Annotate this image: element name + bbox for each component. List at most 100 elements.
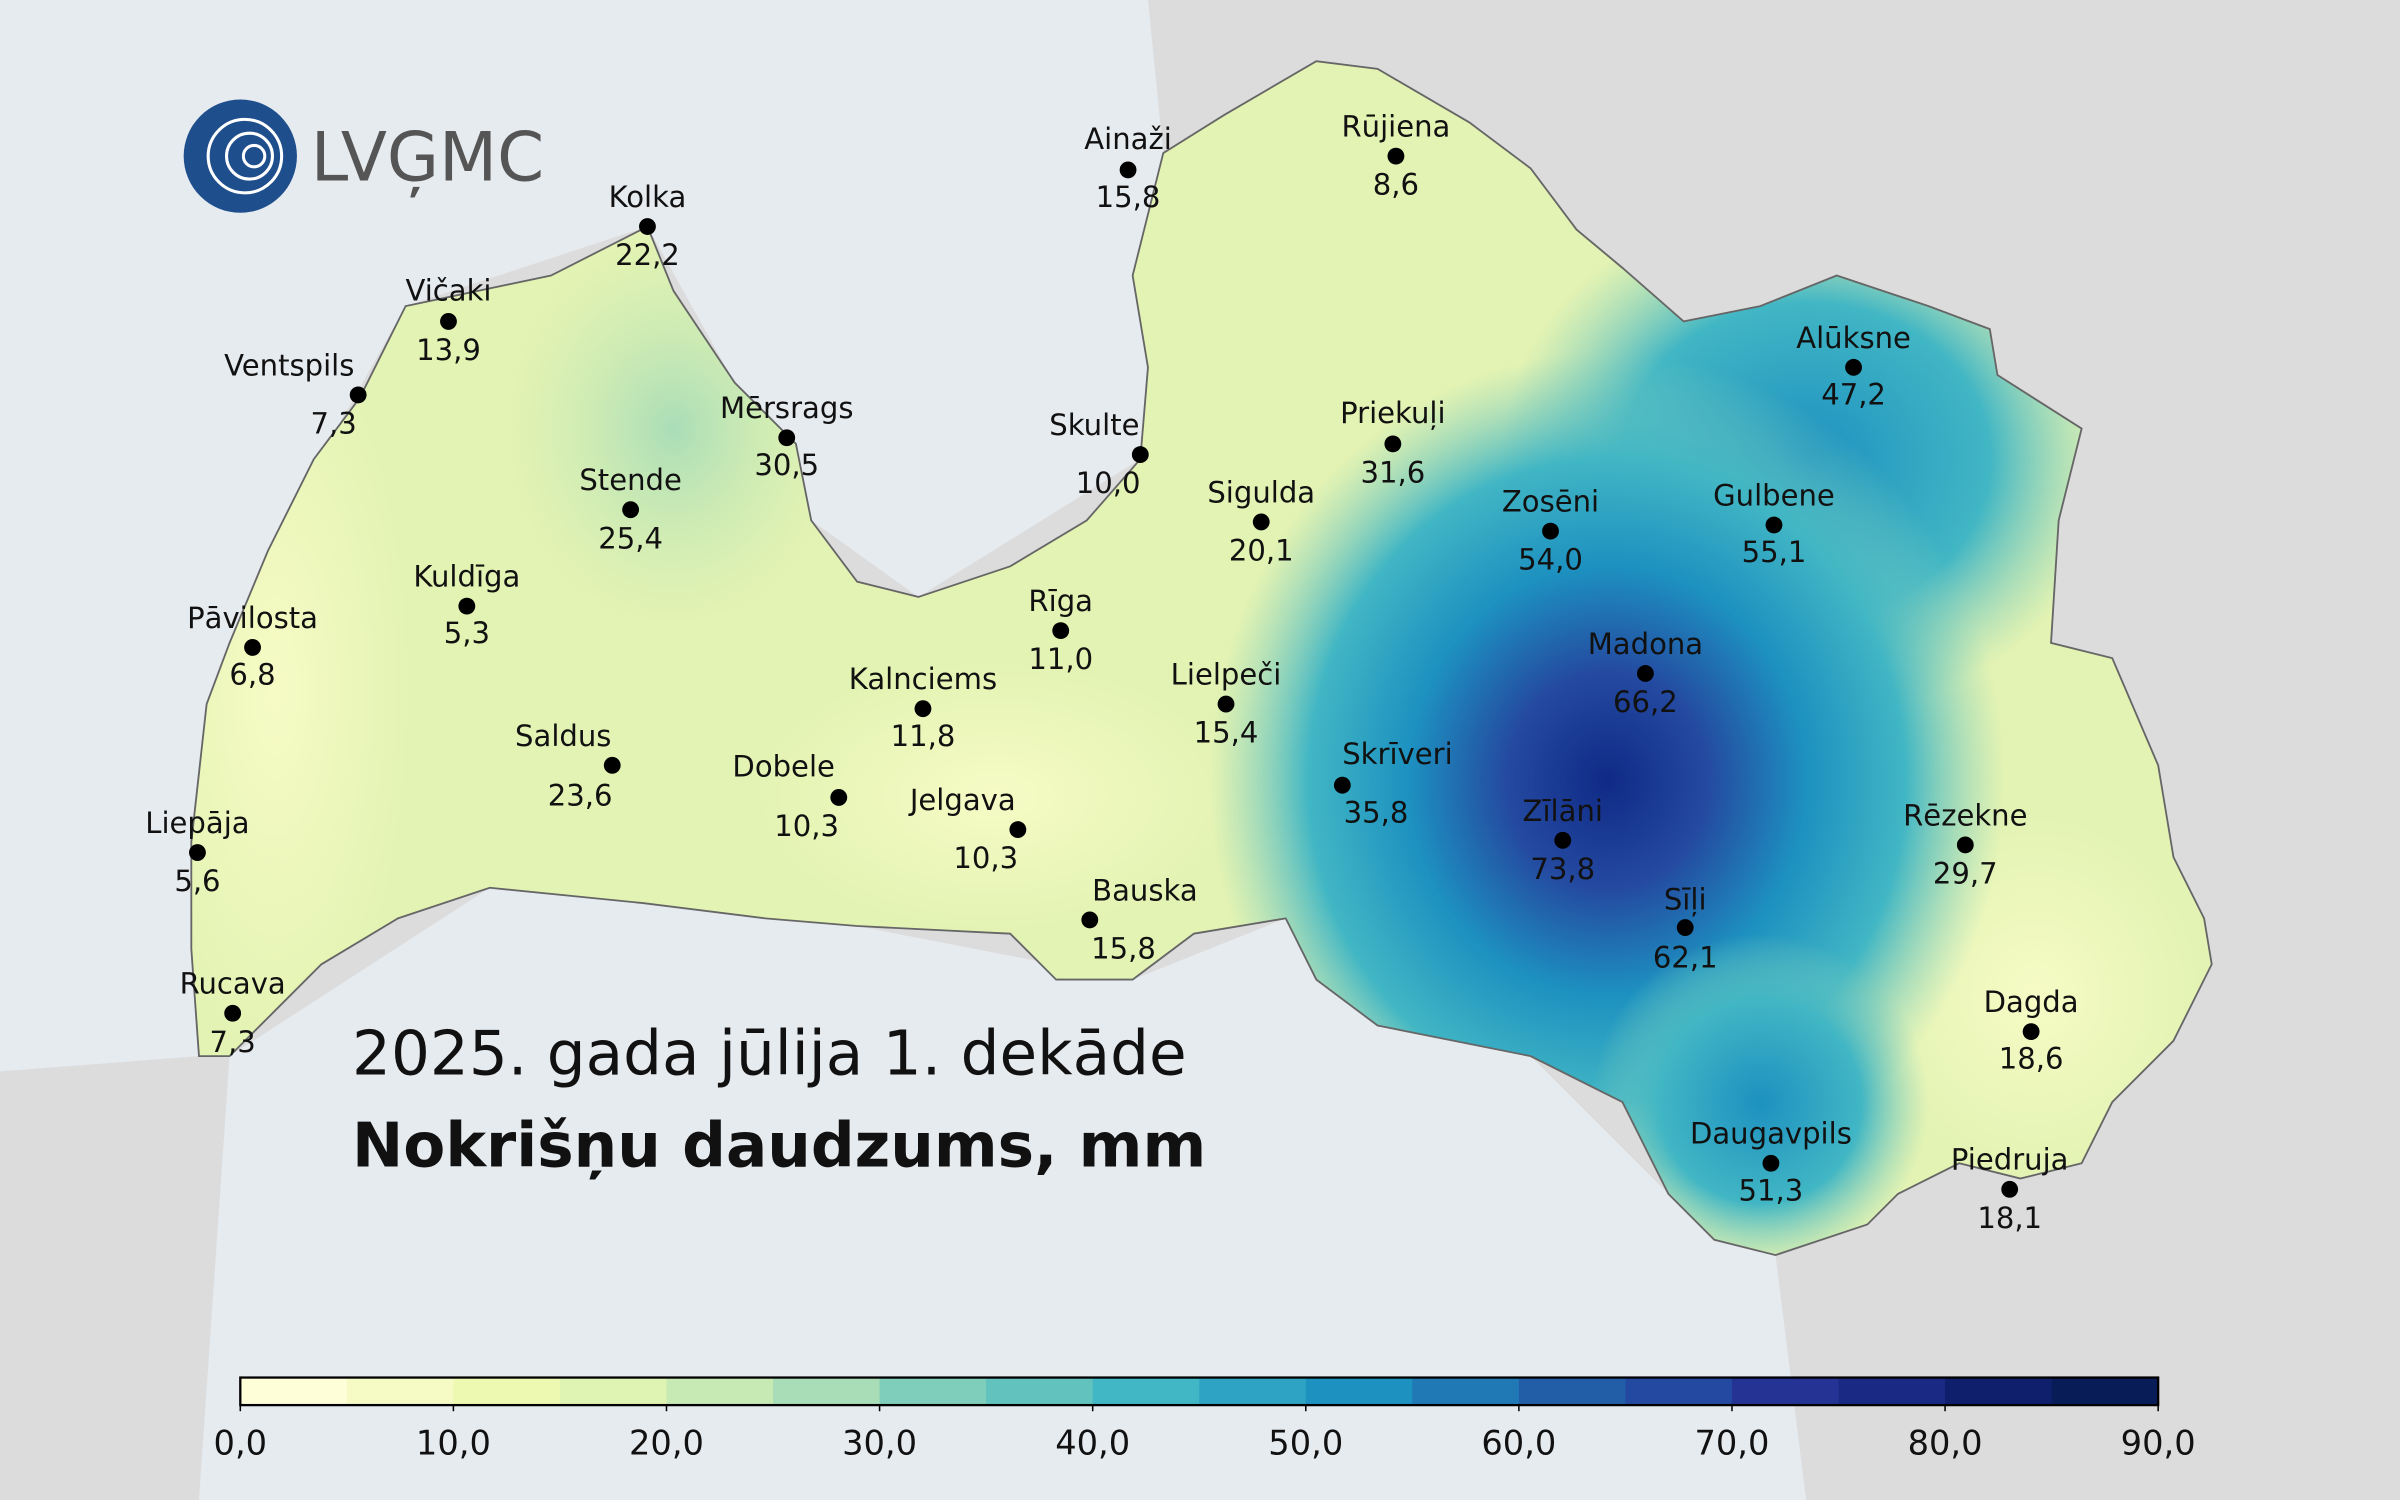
station-name: Rucava xyxy=(180,967,286,1001)
station-dot xyxy=(1333,776,1351,794)
station-name: Kalnciems xyxy=(849,662,997,696)
station-name: Alūksne xyxy=(1796,321,1911,355)
colorbar-tick-label: 80,0 xyxy=(1908,1423,1983,1462)
station-name: Rēzekne xyxy=(1903,798,2027,832)
station-value: 7,3 xyxy=(311,407,357,441)
station-value: 73,8 xyxy=(1530,852,1595,886)
station-dot xyxy=(1845,358,1862,376)
station-name: Zosēni xyxy=(1502,485,1599,519)
colorbar-bin xyxy=(559,1377,668,1406)
station-name: Kolka xyxy=(609,180,687,214)
station-value: 51,3 xyxy=(1739,1173,1804,1207)
station-value: 66,2 xyxy=(1613,685,1678,719)
station-value: 11,0 xyxy=(1028,642,1093,676)
station-value: 62,1 xyxy=(1653,941,1718,975)
station-dot xyxy=(1217,695,1235,713)
station-value: 13,9 xyxy=(416,333,481,367)
colorbar-bin xyxy=(346,1377,455,1406)
colorbar-bin xyxy=(240,1377,348,1406)
station-value: 29,7 xyxy=(1933,857,1998,891)
logo: LVĢMC xyxy=(183,99,544,213)
station-value: 30,5 xyxy=(754,448,819,482)
station-value: 15,4 xyxy=(1194,716,1259,750)
station-dot xyxy=(2022,1023,2040,1041)
station-name: Jelgava xyxy=(908,783,1016,817)
station-value: 15,8 xyxy=(1096,180,1161,214)
station-value: 54,0 xyxy=(1518,543,1583,577)
station-name: Stende xyxy=(579,463,682,497)
station-name: Skrīveri xyxy=(1342,737,1452,771)
station-value: 15,8 xyxy=(1091,932,1156,966)
station-value: 11,8 xyxy=(891,719,956,753)
logo-text: LVĢMC xyxy=(311,118,544,198)
station-name: Vičaki xyxy=(405,273,491,307)
station-value: 18,6 xyxy=(1999,1042,2064,1076)
station-name: Sigulda xyxy=(1207,475,1315,509)
station-dot xyxy=(1542,522,1559,540)
station-dot xyxy=(244,639,261,656)
station-dot xyxy=(622,501,640,519)
station-name: Saldus xyxy=(515,719,611,753)
station-dot xyxy=(224,1004,242,1022)
colorbar-tick-label: 70,0 xyxy=(1694,1423,1769,1462)
colorbar-tick-label: 20,0 xyxy=(629,1423,704,1462)
colorbar-tick-label: 30,0 xyxy=(842,1423,917,1462)
station-name: Ainaži xyxy=(1084,122,1172,156)
station-name: Gulbene xyxy=(1713,478,1835,512)
station-dot xyxy=(603,756,621,774)
station-value: 10,0 xyxy=(1076,466,1141,500)
station-dot xyxy=(830,789,848,806)
station-dot xyxy=(778,429,796,447)
colorbar-frame xyxy=(239,1376,2160,1407)
colorbar-tick-label: 40,0 xyxy=(1055,1423,1130,1462)
station-dot xyxy=(440,313,457,330)
station-dot xyxy=(914,700,932,718)
station-dot xyxy=(1636,665,1654,682)
colorbar-tick-label: 60,0 xyxy=(1481,1423,1556,1462)
station-name: Lielpeči xyxy=(1171,658,1282,692)
station-name: Zīlāni xyxy=(1523,794,1603,828)
colorbar-bin xyxy=(1092,1377,1200,1406)
colorbar-bin xyxy=(1199,1377,1307,1406)
station-value: 18,1 xyxy=(1977,1201,2042,1235)
station-value: 55,1 xyxy=(1742,535,1807,569)
station-dot xyxy=(2001,1180,2019,1198)
colorbar-bin xyxy=(1838,1377,1946,1406)
station-dot xyxy=(458,597,476,615)
station-name: Mērsrags xyxy=(720,391,853,425)
station-dot xyxy=(349,386,367,404)
station-name: Skulte xyxy=(1049,408,1139,442)
station-value: 35,8 xyxy=(1344,795,1409,829)
station-dot xyxy=(1052,622,1070,640)
colorbar-bin xyxy=(773,1377,881,1406)
station-name: Priekuļi xyxy=(1340,396,1445,430)
station-value: 47,2 xyxy=(1821,377,1886,411)
station-value: 7,3 xyxy=(210,1025,256,1059)
station-name: Daugavpils xyxy=(1690,1117,1852,1151)
station-name: Sīļi xyxy=(1664,883,1707,917)
colorbar-bin xyxy=(1518,1377,1627,1406)
station-value: 25,4 xyxy=(598,521,663,555)
station-value: 10,3 xyxy=(953,841,1018,875)
station-dot xyxy=(1554,831,1572,849)
station-value: 5,3 xyxy=(444,616,490,650)
station-name: Liepāja xyxy=(145,806,249,840)
colorbar-bin xyxy=(986,1377,1094,1406)
station-dot xyxy=(1119,161,1137,179)
colorbar-tick-label: 50,0 xyxy=(1268,1423,1343,1462)
station-value: 31,6 xyxy=(1360,455,1425,489)
station-value: 20,1 xyxy=(1229,534,1294,568)
colorbar-bin xyxy=(1945,1377,2053,1406)
station-value: 23,6 xyxy=(548,778,613,812)
station-name: Ventspils xyxy=(224,348,354,382)
colorbar-bin xyxy=(1731,1377,1840,1406)
colorbar-bin xyxy=(2051,1377,2159,1406)
station-value: 6,8 xyxy=(229,658,275,692)
station-dot xyxy=(1676,919,1694,936)
station-dot xyxy=(1956,836,1974,854)
stations: Ainaži 15,8 Rūjiena 8,6 Kolka 22,2 Vičaki 13,9 V… xyxy=(145,110,2078,1235)
station-name: Kuldīga xyxy=(413,560,520,594)
station-value: 5,6 xyxy=(174,864,220,898)
